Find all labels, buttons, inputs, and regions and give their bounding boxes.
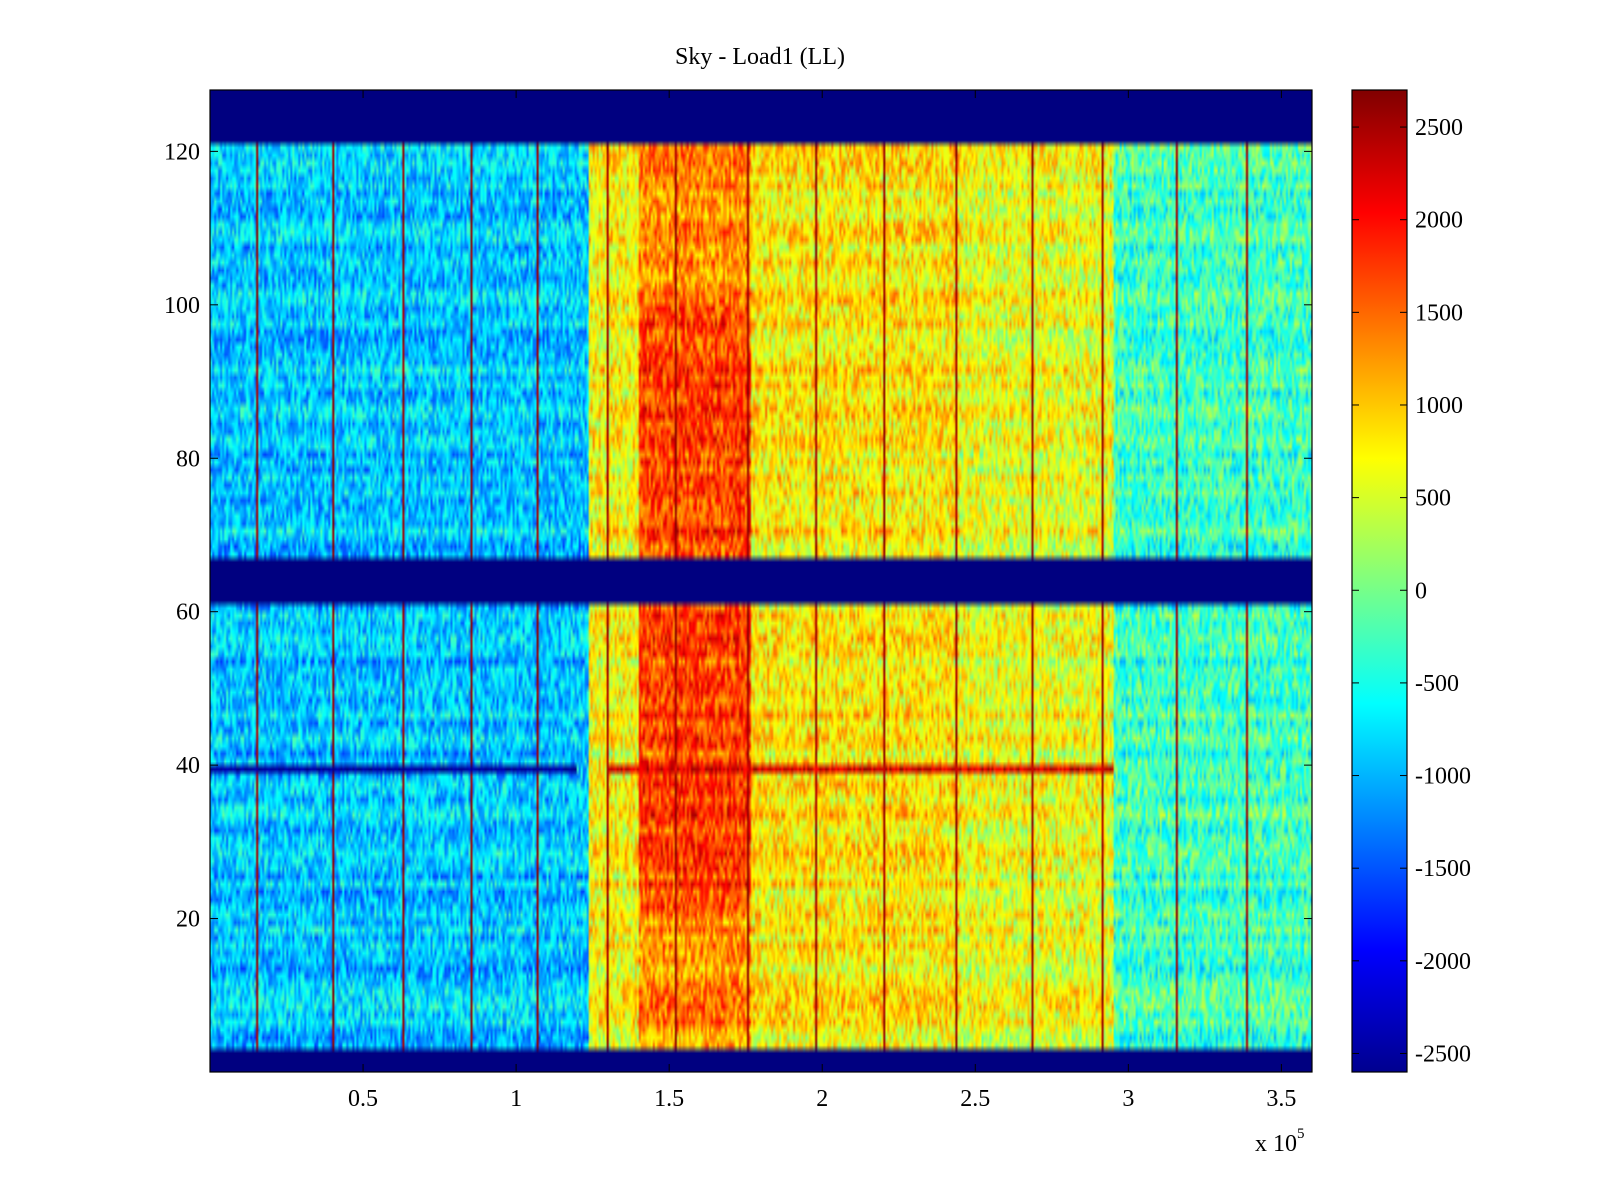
colorbar-tick-label: 0 <box>1415 578 1427 604</box>
plot-frame <box>209 89 1313 1073</box>
colorbar-tick-label: -1000 <box>1415 764 1471 790</box>
y-tick-label: 40 <box>176 753 200 779</box>
x-axis: 0.5 1 1.5 2 2.5 3 3.5 <box>348 90 1296 1112</box>
y-tick-label: 100 <box>164 293 200 319</box>
heatmap-image <box>210 90 1312 1072</box>
y-tick-label: 120 <box>164 139 200 165</box>
x-tick-label: 1.5 <box>654 1086 684 1112</box>
colorbar <box>1352 90 1407 1072</box>
y-tick-label: 80 <box>176 446 200 472</box>
colorbar-tick-label: -500 <box>1415 671 1459 697</box>
x-tick-label: 1 <box>510 1086 522 1112</box>
x-multiplier-label: x 105 <box>1255 1126 1305 1157</box>
colorbar-tick-label: 1000 <box>1415 393 1463 419</box>
y-tick-label: 20 <box>176 907 200 933</box>
colorbar-tick-label: -2500 <box>1415 1041 1471 1067</box>
y-tick-label: 60 <box>176 600 200 626</box>
colorbar-tick-label: -2000 <box>1415 949 1471 975</box>
x-tick-label: 3 <box>1122 1086 1134 1112</box>
colorbar-axis: 2500 2000 1500 1000 500 0 -500 -1000 -1500 -2000 -… <box>1352 115 1471 1067</box>
chart-title: Sky - Load1 (LL) <box>675 44 845 70</box>
y-axis: 20 40 60 80 100 120 <box>164 139 1312 933</box>
x-tick-label: 3.5 <box>1266 1086 1296 1112</box>
x-tick-label: 0.5 <box>348 1086 378 1112</box>
colorbar-tick-label: 1500 <box>1415 300 1463 326</box>
colorbar-tick-label: 2000 <box>1415 208 1463 234</box>
x-tick-label: 2 <box>816 1086 828 1112</box>
colorbar-frame <box>1351 89 1408 1073</box>
colorbar-tick-label: 500 <box>1415 486 1451 512</box>
colorbar-tick-label: -1500 <box>1415 856 1471 882</box>
x-tick-label: 2.5 <box>960 1086 990 1112</box>
colorbar-tick-label: 2500 <box>1415 115 1463 141</box>
